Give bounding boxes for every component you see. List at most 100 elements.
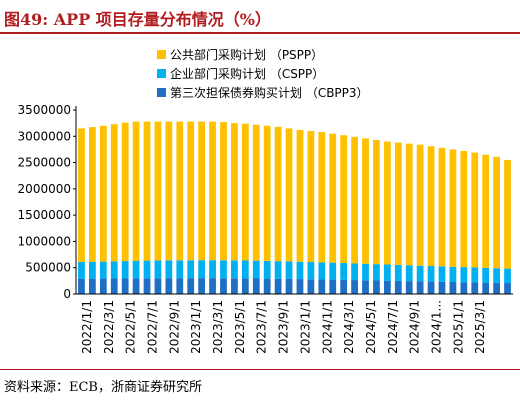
bar-cspp (274, 261, 282, 279)
bar-cspp (482, 267, 490, 283)
bar-pspp (340, 135, 348, 264)
x-tick-label: 2023/1/1 (189, 300, 203, 354)
bar-cbpp3 (373, 280, 380, 294)
bar-pspp (362, 138, 369, 264)
bar-cbpp3 (307, 279, 315, 294)
x-tick-label: 2022/1/1 (80, 300, 94, 354)
bar-pspp (252, 124, 260, 261)
bar-cspp (252, 260, 260, 279)
bar-pspp (351, 136, 358, 264)
source-divider (0, 369, 520, 370)
bar-pspp (504, 159, 511, 269)
x-tick-label: 2024/9/1 (408, 300, 422, 354)
bar-cbpp3 (231, 278, 238, 294)
bar-cbpp3 (176, 278, 184, 294)
bar-cbpp3 (241, 278, 249, 294)
bar-pspp (405, 143, 413, 266)
x-tick-label: 2025/1/1 (451, 300, 465, 354)
x-tick-label: 2024/1... (430, 300, 444, 354)
bar-pspp (78, 128, 85, 262)
legend-label-cbpp3: 第三次担保债券购买计划 （CBPP3） (170, 85, 369, 100)
bar-cbpp3 (493, 282, 500, 294)
x-tick-label: 2022/5/1 (124, 300, 138, 354)
bar-cspp (198, 260, 206, 279)
bar-cspp (231, 260, 238, 279)
chart-title: 图49: APP 项目存量分布情况（%） (4, 10, 271, 29)
legend-swatch-pspp (157, 50, 166, 59)
bar-cspp (427, 266, 435, 282)
bar-cspp (241, 260, 249, 279)
bar-cbpp3 (198, 278, 206, 294)
bar-cbpp3 (209, 278, 216, 294)
bar-cspp (438, 266, 446, 282)
bar-cbpp3 (405, 281, 413, 294)
bar-cbpp3 (471, 282, 479, 294)
x-tick-label: 2022/3/1 (102, 300, 116, 354)
y-tick-label: 2000000 (18, 182, 71, 196)
x-tick-label: 2022/7/1 (145, 300, 159, 354)
bar-cbpp3 (427, 281, 435, 294)
chart-legend: 公共部门采购计划 （PSPP） 企业部门采购计划 （CSPP） 第三次担保债券购买计… (157, 47, 369, 100)
bar-cspp (99, 261, 107, 279)
bar-cspp (373, 264, 380, 281)
bar-cbpp3 (318, 279, 326, 294)
bar-cspp (493, 268, 500, 283)
bar-cbpp3 (154, 278, 162, 294)
x-tick-label: 2023/7/1 (255, 300, 269, 354)
bar-cbpp3 (340, 279, 348, 294)
bar-cbpp3 (438, 281, 446, 294)
bar-pspp (438, 147, 446, 267)
legend-swatch-cbpp3 (157, 88, 166, 97)
bar-cspp (154, 260, 162, 279)
legend-label-cspp: 企业部门采购计划 （CSPP） (170, 66, 324, 81)
bar-pspp (493, 156, 500, 269)
bar-cspp (362, 263, 369, 281)
x-tick-label: 2024/1/1 (320, 300, 334, 354)
bar-cbpp3 (78, 278, 85, 294)
bar-cspp (132, 260, 140, 279)
bar-cbpp3 (482, 282, 490, 294)
bar-pspp (263, 125, 271, 261)
bar-pspp (394, 142, 402, 265)
bar-cbpp3 (143, 278, 151, 294)
x-tick-label: 2023/9/1 (277, 300, 291, 354)
title-divider (0, 32, 520, 34)
bar-pspp (285, 128, 293, 262)
bar-cspp (89, 261, 96, 279)
bar-cbpp3 (99, 278, 107, 294)
bar-cbpp3 (263, 278, 271, 294)
bar-cspp (296, 261, 304, 280)
bar-cbpp3 (351, 280, 358, 294)
x-tick-label: 2023/5/1 (233, 300, 247, 354)
x-tick-label: 2024/3/1 (342, 300, 356, 354)
bar-cbpp3 (449, 282, 457, 294)
bar-pspp (165, 121, 173, 261)
legend-swatch-cspp (157, 69, 166, 78)
y-axis: 0 500000 1000000 1500000 2000000 2500000 30000… (18, 103, 77, 301)
bar-cspp (460, 267, 468, 283)
y-tick-label: 500000 (25, 261, 71, 275)
x-axis: 2022/1/1 2022/3/1 2022/5/1 2022/7/1 2022/9/1… (76, 293, 513, 354)
bar-cspp (143, 260, 151, 279)
bar-pspp (482, 154, 490, 268)
bar-pspp (449, 149, 457, 267)
bar-cbpp3 (296, 279, 304, 294)
bar-cspp (220, 260, 227, 279)
bar-cbpp3 (274, 278, 282, 294)
bars (78, 121, 511, 294)
bar-cspp (78, 261, 85, 279)
bar-pspp (416, 144, 424, 266)
bar-cspp (187, 260, 195, 279)
source-note: 资料来源：ECB，浙商证券研究所 (4, 380, 202, 395)
bar-cbpp3 (121, 278, 129, 294)
bar-cspp (471, 267, 479, 283)
bar-pspp (383, 141, 391, 265)
bar-pspp (241, 123, 249, 261)
bar-cspp (394, 264, 402, 281)
bar-cbpp3 (285, 278, 293, 294)
x-tick-label: 2024/5/1 (364, 300, 378, 354)
bar-pspp (89, 127, 96, 262)
bar-cbpp3 (460, 282, 468, 294)
bar-cbpp3 (362, 280, 369, 294)
bar-cspp (340, 263, 348, 280)
